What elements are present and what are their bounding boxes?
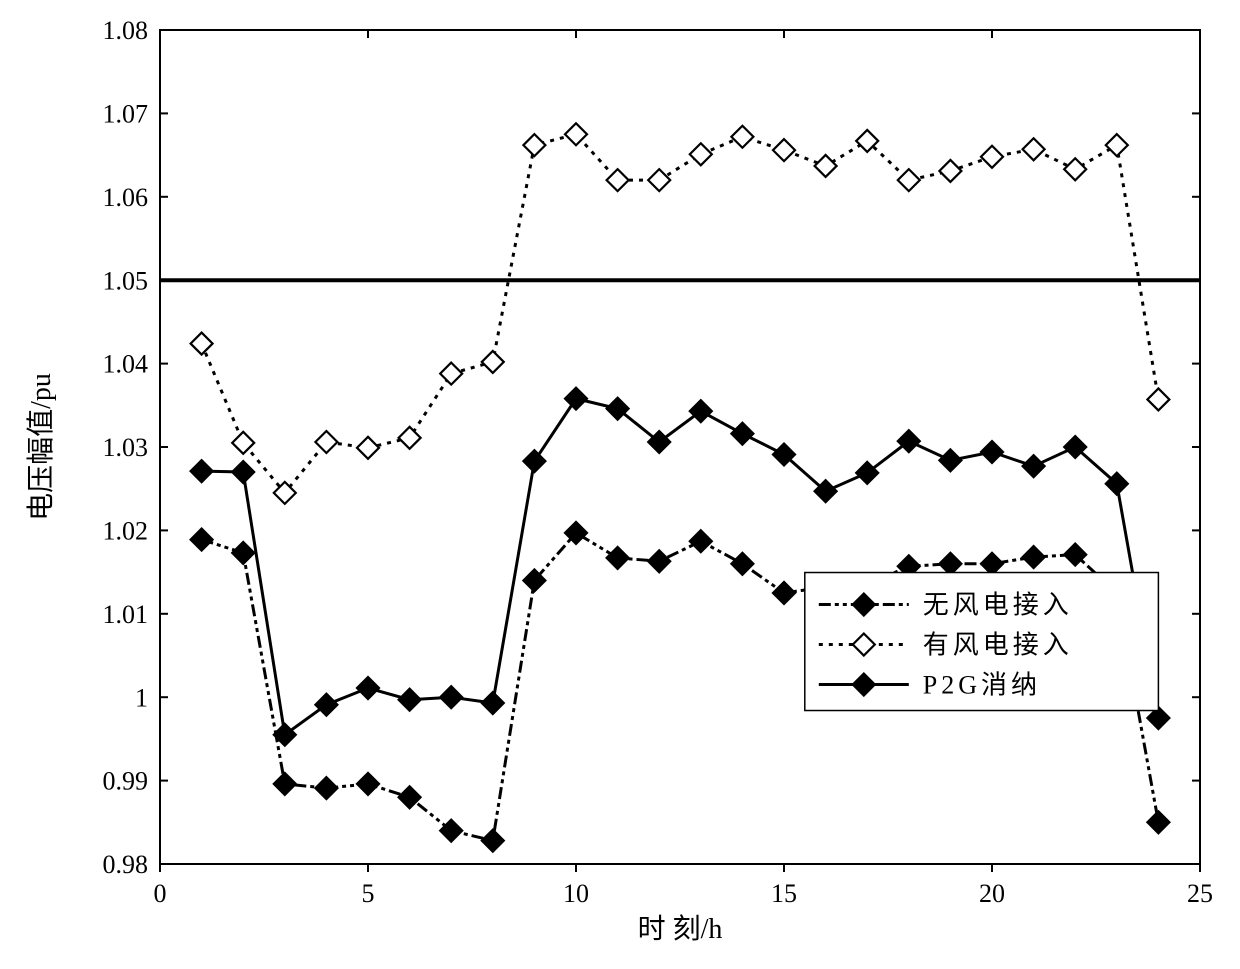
y-tick-label: 1.04 [103,350,149,379]
y-tick-label: 1.08 [103,16,149,45]
x-tick-label: 20 [979,879,1005,908]
x-tick-label: 25 [1187,879,1213,908]
y-tick-label: 1.07 [103,100,149,129]
chart-container: 0 5 10 15 20 25 0.98 0.99 1 1.01 1.02 1.03 1.04 1.05 1… [0,0,1240,964]
legend-label: 有风电接入 [923,631,1073,660]
legend: 无风电接入有风电接入 P2G消纳 [805,573,1159,711]
x-tick-label: 5 [362,879,375,908]
y-axis-label: 电压幅值/pu [25,373,57,521]
voltage-chart: 0 5 10 15 20 25 0.98 0.99 1 1.01 1.02 1.03 1.04 1.05 1… [0,0,1240,964]
y-tick-label: 0.98 [103,850,149,879]
y-tick-label: 1.05 [103,266,149,295]
y-tick-label: 1.02 [103,517,149,546]
x-tick-label: 10 [563,879,589,908]
y-tick-label: 0.99 [103,767,149,796]
legend-label: P2G消纳 [923,671,1041,700]
x-tick-label: 0 [154,879,167,908]
y-tick-label: 1.06 [103,183,149,212]
y-tick-label: 1.01 [103,600,149,629]
x-axis-label: 时 刻/h [638,913,723,945]
legend-label: 无风电接入 [923,591,1073,620]
y-tick-label: 1 [135,683,148,712]
x-tick-label: 15 [771,879,797,908]
y-tick-label: 1.03 [103,433,149,462]
